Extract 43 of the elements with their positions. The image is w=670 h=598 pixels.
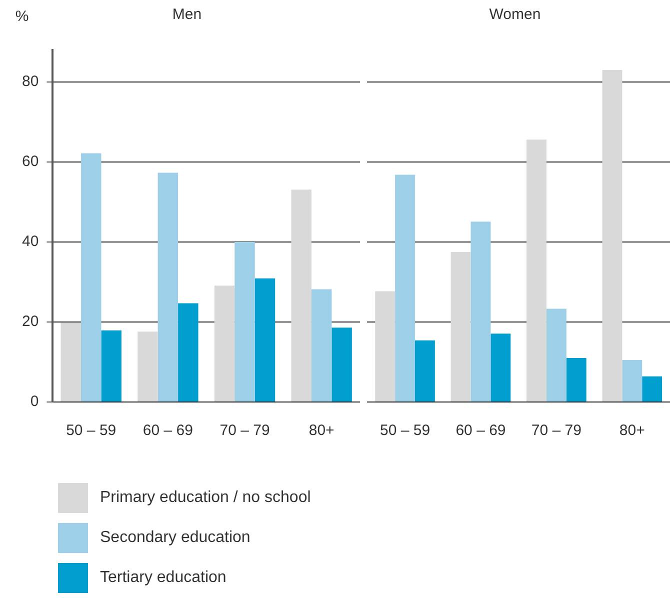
bar	[332, 328, 352, 402]
bar	[178, 303, 198, 402]
bar	[234, 242, 255, 402]
bar	[101, 330, 122, 402]
bar	[158, 172, 178, 402]
bar	[395, 174, 415, 402]
bar	[291, 190, 312, 402]
bar	[546, 308, 566, 402]
y-axis-title: %	[15, 8, 29, 26]
y-tick-label: 80	[22, 73, 39, 90]
x-tick-label: 80+	[308, 422, 335, 440]
x-tick-label: 70 – 79	[220, 422, 270, 440]
x-tick-label: 60 – 69	[456, 422, 506, 440]
bar	[490, 334, 511, 402]
chart-title: Men	[172, 6, 202, 24]
chart-title: Women	[489, 6, 541, 24]
y-tick-label: 20	[22, 313, 39, 330]
bar	[642, 376, 662, 402]
y-tick-label: 0	[30, 393, 39, 410]
x-tick-label: 60 – 69	[142, 422, 193, 440]
bar	[602, 70, 622, 402]
bar	[414, 340, 435, 402]
legend-label: Tertiary education	[100, 569, 226, 587]
bar	[138, 332, 158, 402]
y-tick-label: 40	[22, 233, 39, 250]
bar	[450, 252, 471, 402]
x-tick-label: 50 – 59	[66, 422, 116, 440]
bar	[526, 140, 546, 402]
bar	[311, 289, 332, 402]
y-tick-label: 60	[22, 153, 39, 170]
x-tick-label: 80+	[619, 422, 646, 440]
legend-label: Primary education / no school	[100, 489, 311, 507]
x-tick-label: 50 – 59	[380, 422, 430, 440]
bar	[214, 286, 235, 402]
x-tick-label: 70 – 79	[531, 422, 582, 440]
legend-label: Secondary education	[100, 529, 250, 547]
bar	[375, 291, 396, 402]
bar	[254, 278, 276, 402]
bar	[622, 360, 642, 402]
bar	[566, 358, 586, 402]
bar	[80, 153, 102, 402]
bar	[60, 322, 81, 402]
bar	[470, 222, 491, 402]
